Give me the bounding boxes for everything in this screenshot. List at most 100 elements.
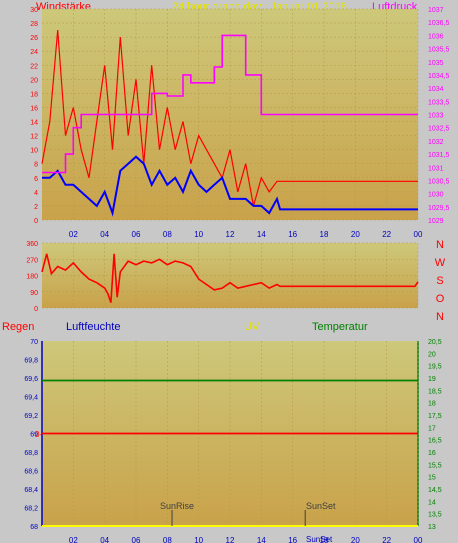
y-tick-label: 68,4 [24, 487, 38, 494]
y-tick-label: 69 [30, 432, 38, 439]
x-tick-label: 20 [351, 230, 360, 239]
x-tick-label: 14 [257, 536, 266, 543]
series-line [42, 34, 418, 174]
y-tick-label: 69,4 [24, 395, 38, 402]
y-right-tick-label: 1037 [428, 7, 444, 14]
y-right-tick-label: 20,5 [428, 339, 442, 346]
x-tick-label: 02 [69, 536, 78, 543]
x-tick-label: 22 [382, 536, 391, 543]
x-tick-label: 00 [414, 230, 423, 239]
y-right-tick-label: 19,5 [428, 364, 442, 371]
y-right-tick-label: 1034 [428, 86, 444, 93]
x-tick-label: 10 [194, 536, 203, 543]
y-tick-label: 4 [34, 190, 38, 197]
wind-pressure-series [41, 30, 418, 217]
direction-grid [42, 242, 419, 309]
y-tick-label: 6 [34, 176, 38, 183]
x-tick-label: 06 [132, 230, 141, 239]
x-tick-label: 10 [194, 230, 203, 239]
y-right-tick-label: 17,5 [428, 413, 442, 420]
y-right-tick-label: 18 [428, 401, 436, 408]
compass-label: S [436, 275, 443, 287]
y-right-tick-label: 18,5 [428, 388, 442, 395]
direction-axis-ticks: 0 90 180 270 360 [26, 241, 38, 313]
y-tick-label: 16 [30, 105, 38, 112]
y-right-tick-label: 1035 [428, 60, 444, 67]
y-tick-label: 26 [30, 35, 38, 42]
y-right-tick-label: 15 [428, 475, 436, 482]
y-right-tick-label: 17 [428, 425, 436, 432]
regen-zero-label: 0- [35, 430, 42, 439]
y-tick-label: 0 [34, 218, 38, 225]
y-tick-label: 14 [30, 120, 38, 127]
y-tick-label: 270 [26, 257, 38, 264]
humidity-label: Luftfeuchte [66, 321, 120, 333]
y-right-tick-label: 1029,5 [428, 205, 450, 212]
x-tick-label: 12 [226, 536, 235, 543]
compass-label: N [436, 239, 444, 251]
y-tick-label: 69,2 [24, 413, 38, 420]
y-tick-label: 0 [34, 306, 38, 313]
y-right-tick-label: 1031 [428, 165, 444, 172]
sunrise-label: SunRise [160, 501, 194, 511]
y-tick-label: 28 [30, 21, 38, 28]
x-tick-label: 04 [100, 536, 109, 543]
y-tick-label: 360 [26, 241, 38, 248]
y-right-tick-label: 1033 [428, 113, 444, 120]
climate-axis-ticks: 68 68,2 68,4 68,6 68,8 69 69,2 69,4 69,6 69,8 70 13… [24, 339, 441, 543]
y-right-tick-label: 1032 [428, 139, 444, 146]
series-line [41, 30, 418, 207]
y-right-tick-label: 13 [428, 524, 436, 531]
y-tick-label: 69,6 [24, 376, 38, 383]
compass-label: W [435, 257, 446, 269]
y-tick-label: 68 [30, 524, 38, 531]
x-tick-label: 16 [288, 536, 297, 543]
y-right-tick-label: 20 [428, 351, 436, 358]
y-right-tick-label: 14,5 [428, 487, 442, 494]
climate-series [42, 379, 418, 527]
y-right-tick-label: 1036 [428, 33, 444, 40]
x-tick-label: 18 [320, 230, 329, 239]
x-tick-label: 14 [257, 230, 266, 239]
y-right-tick-label: 1032,5 [428, 126, 450, 133]
x-tick-label: 08 [163, 230, 172, 239]
y-right-tick-label: 1029 [428, 218, 444, 225]
x-tick-label: 22 [382, 230, 391, 239]
x-tick-label: 20 [351, 536, 360, 543]
direction-series [41, 253, 419, 303]
y-right-tick-label: 14 [428, 499, 436, 506]
x-tick-label: 06 [132, 536, 141, 543]
x-tick-label: 02 [69, 230, 78, 239]
y-right-tick-label: 16 [428, 450, 436, 457]
series-line [42, 155, 418, 217]
y-right-tick-label: 1035,5 [428, 47, 450, 54]
x-tick-label: 08 [163, 536, 172, 543]
y-right-tick-label: 1036,5 [428, 20, 450, 27]
x-tick-label: 00 [414, 536, 423, 543]
y-tick-label: 8 [34, 162, 38, 169]
compass-label: O [436, 293, 445, 305]
x-tick-label: 12 [226, 230, 235, 239]
y-tick-label: 68,2 [24, 506, 38, 513]
y-tick-label: 20 [30, 77, 38, 84]
temperature-label: Temperatur [312, 321, 368, 333]
y-tick-label: 18 [30, 91, 38, 98]
regen-label: Regen [2, 321, 34, 333]
wind-axis-ticks: 02468101214161820222426283010291029,5103… [30, 7, 449, 239]
y-right-tick-label: 1031,5 [428, 152, 450, 159]
uv-label: UV [244, 321, 260, 333]
y-tick-label: 12 [30, 134, 38, 141]
y-tick-label: 2 [34, 204, 38, 211]
y-tick-label: 70 [30, 339, 38, 346]
x-tick-label: 18 [320, 536, 329, 543]
y-right-tick-label: 15,5 [428, 462, 442, 469]
y-tick-label: 24 [30, 49, 38, 56]
y-tick-label: 30 [30, 7, 38, 14]
y-right-tick-label: 16,5 [428, 438, 442, 445]
sunset-label: SunSet [306, 501, 336, 511]
y-tick-label: 68,6 [24, 469, 38, 476]
y-tick-label: 69,8 [24, 358, 38, 365]
series-line [41, 253, 419, 303]
